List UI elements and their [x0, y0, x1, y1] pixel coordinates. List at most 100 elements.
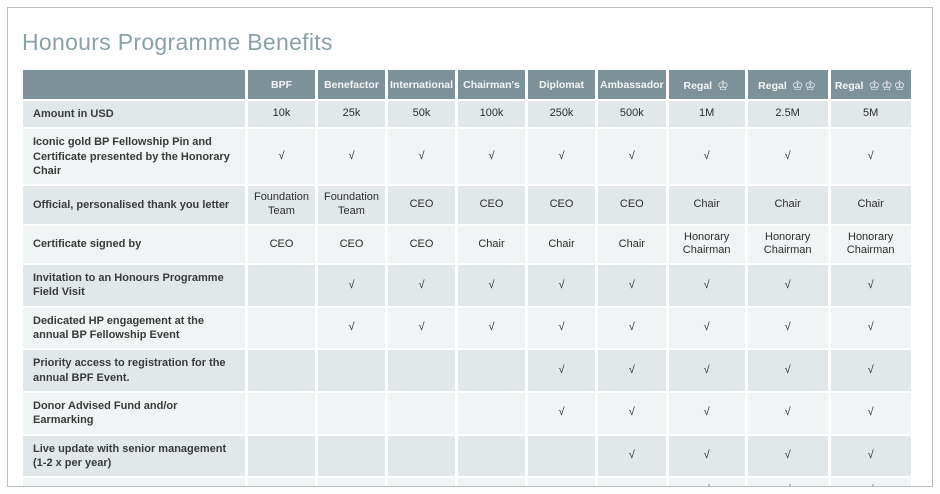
value-cell: CEO: [248, 225, 315, 264]
empty-cell: [598, 478, 666, 486]
empty-cell: [458, 478, 526, 486]
page-title: Honours Programme Benefits: [22, 29, 333, 55]
tier-label: Chairman's: [463, 78, 520, 91]
check-cell: √: [248, 129, 315, 185]
check-cell: √: [830, 478, 911, 486]
value-cell: Honorary Chairman: [668, 225, 745, 264]
value-cell: CEO: [318, 225, 385, 264]
check-cell: √: [668, 435, 745, 477]
benefit-label: Live update with senior management (1-2 …: [23, 435, 245, 477]
value-cell: 500k: [598, 101, 666, 128]
check-cell: √: [830, 350, 911, 391]
empty-cell: [388, 350, 456, 391]
check-cell: √: [528, 307, 596, 349]
check-cell: √: [747, 350, 828, 391]
crown-icon: ♔♔: [791, 77, 818, 93]
value-cell: CEO: [458, 186, 526, 224]
check-cell: √: [388, 265, 456, 306]
check-cell: √: [747, 265, 828, 306]
empty-cell: [248, 478, 315, 486]
tier-header-diplomat: Diplomat: [528, 70, 596, 99]
value-cell: CEO: [528, 186, 596, 224]
benefit-row: Donor Advised Fund and/or Earmarking √ √ √ √…: [23, 392, 911, 434]
empty-cell: [248, 350, 315, 391]
value-cell: 50k: [388, 101, 456, 128]
benefit-row: Regal Circle Gathering (1 x per year)√√√: [23, 478, 911, 486]
value-cell: Foundation Team: [248, 186, 315, 224]
crown-icon: ♔: [717, 77, 730, 93]
value-cell: Foundation Team: [318, 186, 385, 224]
tier-header-international: International: [388, 70, 456, 99]
tier-label: International: [390, 78, 454, 91]
check-cell: √: [668, 478, 745, 486]
empty-cell: [318, 350, 385, 391]
value-cell: Chair: [668, 186, 745, 224]
check-cell: √: [668, 265, 745, 306]
tier-header-regal-2: Regal ♔♔: [747, 70, 828, 99]
value-cell: 2.5M: [747, 101, 828, 128]
tier-label: Benefactor: [324, 78, 379, 91]
benefit-label: Priority access to registration for the …: [23, 350, 245, 391]
empty-cell: [458, 435, 526, 477]
empty-cell: [458, 392, 526, 434]
benefit-label: Donor Advised Fund and/or Earmarking: [23, 392, 245, 434]
check-cell: √: [528, 129, 596, 185]
check-cell: √: [830, 265, 911, 306]
value-cell: 250k: [528, 101, 596, 128]
tier-label: Regal: [758, 79, 787, 92]
empty-cell: [528, 435, 596, 477]
value-cell: Chair: [528, 225, 596, 264]
check-cell: √: [830, 392, 911, 434]
value-cell: 25k: [318, 101, 385, 128]
check-cell: √: [598, 435, 666, 477]
tier-header-row: BPF Benefactor International Chairman's Dipl…: [23, 70, 911, 99]
check-cell: √: [830, 129, 911, 185]
value-cell: Chair: [598, 225, 666, 264]
check-cell: √: [747, 392, 828, 434]
benefit-row: Iconic gold BP Fellowship Pin and Certif…: [23, 129, 911, 185]
benefits-card: Honours Programme Benefits BPF Benefactor…: [7, 7, 933, 487]
value-cell: Chair: [747, 186, 828, 224]
tier-header-regal-1: Regal ♔: [668, 70, 745, 99]
empty-cell: [318, 435, 385, 477]
value-cell: 10k: [248, 101, 315, 128]
benefit-label: Dedicated HP engagement at the annual BP…: [23, 307, 245, 349]
empty-cell: [388, 478, 456, 486]
benefit-column-header: [23, 70, 245, 99]
value-cell: 1M: [668, 101, 745, 128]
tier-header-regal-3: Regal ♔♔♔: [830, 70, 911, 99]
check-cell: √: [598, 129, 666, 185]
benefit-row: Certificate signed by CEO CEO CEO Chair Chair…: [23, 225, 911, 264]
value-cell: Honorary Chairman: [747, 225, 828, 264]
check-cell: √: [598, 350, 666, 391]
check-cell: √: [668, 129, 745, 185]
check-cell: √: [388, 129, 456, 185]
benefit-label: Invitation to an Honours Programme Field…: [23, 265, 245, 306]
tier-header-ambassador: Ambassador: [598, 70, 666, 99]
check-cell: √: [318, 307, 385, 349]
check-cell: √: [668, 392, 745, 434]
table-body: Amount in USD 10k 25k 50k 100k 250k 500k 1M 2.5M…: [23, 101, 911, 486]
value-cell: CEO: [388, 186, 456, 224]
empty-cell: [248, 265, 315, 306]
check-cell: √: [668, 350, 745, 391]
empty-cell: [388, 392, 456, 434]
check-cell: √: [528, 350, 596, 391]
check-cell: √: [458, 307, 526, 349]
check-cell: √: [747, 129, 828, 185]
benefit-row: Priority access to registration for the …: [23, 350, 911, 391]
benefit-label: Amount in USD: [23, 101, 245, 128]
benefits-table: BPF Benefactor International Chairman's Dipl…: [20, 68, 914, 486]
check-cell: √: [458, 265, 526, 306]
value-cell: 100k: [458, 101, 526, 128]
tier-label: Regal: [834, 79, 864, 92]
empty-cell: [458, 350, 526, 391]
empty-cell: [248, 435, 315, 477]
benefit-row: Invitation to an Honours Programme Field…: [23, 265, 911, 306]
check-cell: √: [747, 478, 828, 486]
value-cell: Honorary Chairman: [830, 225, 911, 264]
benefit-row: Live update with senior management (1-2 …: [23, 435, 911, 477]
value-cell: Chair: [458, 225, 526, 264]
tier-header-bpf: BPF: [248, 70, 315, 99]
check-cell: √: [668, 307, 745, 349]
